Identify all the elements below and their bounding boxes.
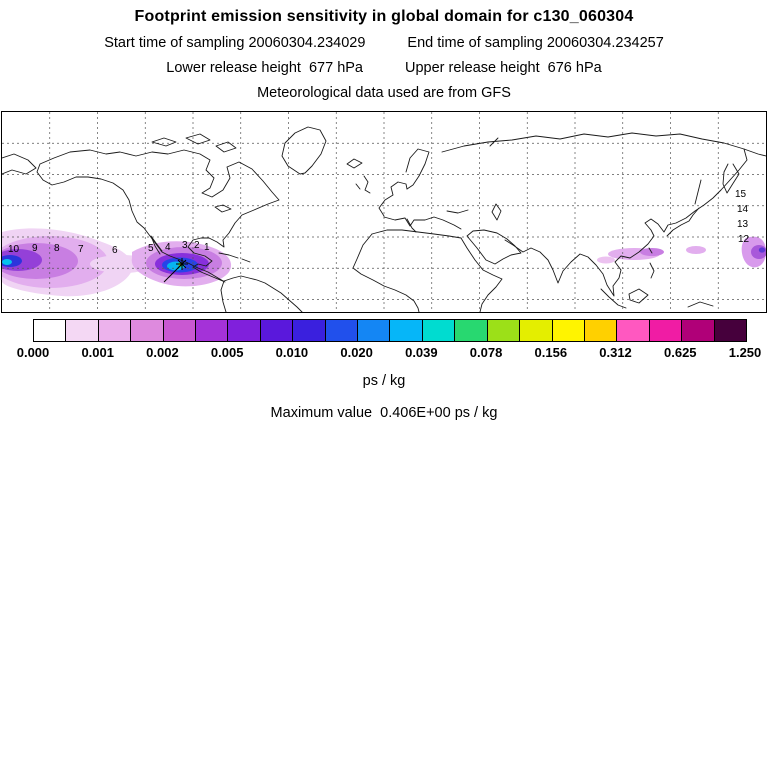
trajectory-hour-label: 14 — [737, 204, 749, 215]
trajectory-hour-label: 5 — [148, 243, 154, 254]
start-time-label: Start time of sampling 20060304.234029 — [104, 35, 366, 51]
release-heights-row: Lower release height 677 hPa Upper relea… — [0, 60, 768, 76]
colorbar-tick-label: 0.625 — [663, 345, 697, 360]
colorbar-cell — [228, 320, 261, 341]
map-svg: 10 9 8 7 6 5 4 3 2 1 15 14 13 12 — [2, 112, 766, 312]
colorbar-tick-label: 0.001 — [81, 345, 114, 360]
colorbar-tick-labels: 0.000 0.001 0.002 0.005 0.010 0.020 0.039 0.078… — [17, 345, 762, 363]
end-time-label: End time of sampling 20060304.234257 — [407, 35, 664, 51]
trajectory-hour-label: 7 — [78, 244, 84, 255]
figure-title: Footprint emission sensitivity in global… — [134, 8, 634, 25]
colorbar-cell — [422, 320, 456, 341]
trajectory-hour-label: 4 — [165, 242, 171, 253]
colorbar-tick-label: 0.039 — [405, 345, 438, 360]
graticule — [2, 112, 766, 312]
source-marker — [163, 258, 188, 283]
colorbar-tick-label: 0.002 — [146, 345, 179, 360]
colorbar-cell — [714, 320, 746, 341]
colorbar-cell — [649, 320, 683, 341]
colorbar-cell — [260, 320, 294, 341]
trajectory-hour-label: 12 — [738, 234, 750, 245]
trajectory-hour-label: 3 — [182, 240, 188, 251]
colorbar — [33, 319, 747, 342]
colorbar-cell — [34, 320, 67, 341]
colorbar-unit: ps / kg — [362, 373, 406, 389]
trajectory-hour-label: 10 — [8, 244, 20, 255]
colorbar-cell — [552, 320, 585, 341]
trajectory-hour-label: 6 — [112, 245, 118, 256]
colorbar-tick-label: 0.312 — [599, 345, 632, 360]
colorbar-cell — [66, 320, 99, 341]
trajectory-hour-markers: 10 9 8 7 6 5 4 3 2 1 15 14 13 12 — [8, 189, 750, 256]
colorbar-tick-label: 0.010 — [275, 345, 309, 360]
colorbar-tick-label: 0.078 — [469, 345, 503, 360]
world-map: 10 9 8 7 6 5 4 3 2 1 15 14 13 12 — [1, 111, 767, 313]
colorbar-cell — [584, 320, 618, 341]
colorbar-cell — [98, 320, 132, 341]
colorbar-cell — [325, 320, 359, 341]
plume-mexico — [90, 241, 232, 287]
colorbar-tick-label: 0.000 — [16, 345, 50, 360]
colorbar-cell — [487, 320, 521, 341]
sampling-times-row: Start time of sampling 20060304.234029 E… — [0, 35, 768, 51]
coastlines — [2, 126, 766, 312]
trajectory-hour-label: 9 — [32, 243, 38, 254]
colorbar-cell — [131, 320, 164, 341]
colorbar-cell — [455, 320, 488, 341]
plume-west-pacific — [597, 236, 766, 268]
colorbar-tick-label: 0.005 — [210, 345, 244, 360]
trajectory-hour-label: 2 — [194, 240, 200, 251]
colorbar-cell — [617, 320, 650, 341]
colorbar-cell — [293, 320, 326, 341]
met-data-label: Meteorological data used are from GFS — [257, 85, 511, 101]
colorbar-tick-label: 1.250 — [728, 345, 762, 360]
colorbar-cell — [163, 320, 197, 341]
trajectory-hour-label: 15 — [735, 189, 747, 200]
colorbar-cell — [520, 320, 553, 341]
trajectory-hour-label: 8 — [54, 243, 60, 254]
trajectory-hour-label: 1 — [204, 242, 210, 253]
upper-release-label: Upper release height 676 hPa — [405, 60, 602, 76]
lower-release-label: Lower release height 677 hPa — [166, 60, 363, 76]
colorbar-tick-label: 0.156 — [534, 345, 568, 360]
colorbar-cell — [682, 320, 715, 341]
plume-east-pacific — [2, 228, 133, 297]
colorbar-cell — [390, 320, 423, 341]
trajectory-hour-label: 13 — [737, 219, 749, 230]
colorbar-cell — [358, 320, 391, 341]
colorbar-cell — [196, 320, 229, 341]
colorbar-tick-label: 0.020 — [340, 345, 373, 360]
max-value-text: Maximum value 0.406E+00 ps / kg — [270, 405, 498, 421]
